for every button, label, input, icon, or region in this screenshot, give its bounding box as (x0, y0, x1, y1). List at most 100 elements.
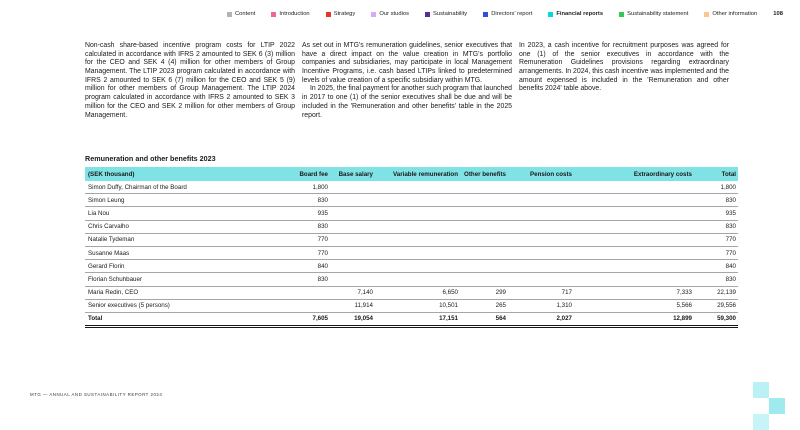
row-label: Natalie Tydeman (85, 233, 285, 247)
cell-total: 22,139 (694, 286, 738, 300)
cell-pension-costs (508, 206, 574, 221)
text-column-2: As set out in MTG's remuneration guideli… (302, 42, 512, 120)
paragraph: In 2025, the final payment for another s… (302, 85, 512, 119)
row-label: Simon Leung (85, 193, 285, 208)
top-nav: Content Introduction Strategy Our studio… (227, 9, 783, 19)
cell-board-fee (285, 299, 330, 313)
table-header-row: (SEK thousand) Board fee Base salary Var… (85, 167, 738, 181)
cell-board-fee: 830 (285, 193, 330, 208)
paragraph: As set out in MTG's remuneration guideli… (302, 42, 512, 84)
table-row: Simon Leung 830 830 (85, 193, 738, 208)
cell-total: 840 (694, 259, 738, 274)
cell-total: 770 (694, 233, 738, 247)
section-swatch-icon (704, 11, 710, 17)
cell-board-fee: 830 (285, 272, 330, 287)
cell-total: 830 (694, 220, 738, 234)
nav-item-content[interactable]: Content (227, 11, 255, 17)
row-label: Florian Schuhbauer (85, 272, 285, 287)
cell-board-fee: 770 (285, 246, 330, 261)
row-label: Simon Duffy, Chairman of the Board (85, 181, 285, 195)
remuneration-table-section: Remuneration and other benefits 2023 (SE… (85, 154, 738, 329)
cell-variable-remuneration (375, 181, 460, 195)
remuneration-table: (SEK thousand) Board fee Base salary Var… (85, 167, 738, 329)
cell-other-benefits: 265 (460, 299, 508, 313)
cell-base-salary (330, 259, 375, 274)
section-swatch-icon (371, 11, 377, 17)
nav-item-label: Sustainability (433, 11, 468, 17)
section-swatch-icon (325, 11, 331, 17)
section-swatch-icon (425, 11, 431, 17)
row-label: Lia Nou (85, 206, 285, 221)
cell-variable-remuneration (375, 246, 460, 261)
nav-item-label: Strategy (333, 11, 356, 17)
section-swatch-icon (227, 11, 232, 17)
cell-other-benefits (460, 233, 508, 247)
cell-pension-costs: 717 (508, 286, 574, 300)
table-row: Lia Nou 935 935 (85, 206, 738, 221)
cell-pension-costs (508, 259, 574, 274)
mtg-logo-square (753, 382, 769, 398)
cell-pension-costs: 2,027 (508, 311, 574, 329)
nav-item-label: Content (235, 11, 256, 17)
row-label: Chris Carvalho (85, 220, 285, 234)
cell-variable-remuneration: 10,501 (375, 299, 460, 313)
cell-extraordinary-costs (574, 193, 694, 208)
table-row: Gerard Florin 840 840 (85, 259, 738, 274)
report-footer-text: MTG — ANNUAL AND SUSTAINABILITY REPORT 2… (30, 392, 163, 397)
nav-item-directors-report[interactable]: Directors' report (483, 11, 532, 17)
cell-variable-remuneration (375, 259, 460, 274)
cell-base-salary: 7,140 (330, 286, 375, 300)
cell-total: 830 (694, 193, 738, 208)
nav-item-introduction[interactable]: Introduction (271, 11, 310, 17)
nav-item-strategy[interactable]: Strategy (325, 11, 356, 17)
table-title: Remuneration and other benefits 2023 (85, 154, 216, 163)
text-column-3: In 2023, a cash incentive for recruitmen… (519, 42, 729, 120)
row-label: Susanne Maas (85, 246, 285, 261)
cell-pension-costs: 1,310 (508, 299, 574, 313)
header-pension-costs: Pension costs (530, 170, 572, 178)
cell-board-fee: 770 (285, 233, 330, 247)
cell-extraordinary-costs (574, 272, 694, 287)
cell-variable-remuneration: 17,151 (375, 311, 460, 329)
header-other-benefits: Other benefits (464, 170, 506, 178)
cell-pension-costs (508, 181, 574, 195)
cell-extraordinary-costs (574, 233, 694, 247)
cell-extraordinary-costs: 5,566 (574, 299, 694, 313)
cell-other-benefits (460, 220, 508, 234)
cell-extraordinary-costs (574, 181, 694, 195)
cell-base-salary: 19,054 (330, 311, 375, 329)
text-column-1: Non-cash share-based incentive program c… (85, 42, 295, 120)
nav-item-sustainability[interactable]: Sustainability (425, 11, 467, 17)
header-extraordinary-costs: Extraordinary costs (633, 170, 692, 178)
cell-variable-remuneration (375, 233, 460, 247)
cell-variable-remuneration: 6,650 (375, 286, 460, 300)
cell-other-benefits (460, 246, 508, 261)
nav-item-our-studios[interactable]: Our studios (371, 11, 409, 17)
row-label: Senior executives (5 persons) (85, 299, 285, 313)
header-board-fee: Board fee (299, 170, 328, 178)
cell-total: 1,800 (694, 181, 738, 195)
nav-item-label: Our studios (379, 11, 409, 17)
header-base-salary: Base salary (338, 170, 373, 178)
section-swatch-icon (483, 11, 489, 17)
cell-total: 59,300 (694, 311, 738, 329)
nav-item-financial-reports[interactable]: Financial reports (548, 11, 603, 17)
nav-item-other-information[interactable]: Other information (704, 11, 757, 17)
row-label: Total (85, 311, 285, 329)
row-label: Gerard Florin (85, 259, 285, 274)
cell-extraordinary-costs (574, 259, 694, 274)
row-label: Maria Redin, CEO (85, 286, 285, 300)
nav-item-sustainability-statement[interactable]: Sustainability statement (619, 11, 688, 17)
cell-total: 770 (694, 246, 738, 261)
mtg-logo-square (753, 414, 769, 430)
nav-item-label: Other information (712, 11, 758, 17)
cell-other-benefits (460, 259, 508, 274)
cell-total: 29,556 (694, 299, 738, 313)
cell-base-salary (330, 181, 375, 195)
section-swatch-icon (619, 11, 625, 17)
table-row: Natalie Tydeman 770 770 (85, 233, 738, 247)
table-row: Maria Redin, CEO 7,140 6,650 299 717 7,3… (85, 286, 738, 300)
cell-pension-costs (508, 246, 574, 261)
nav-item-label: Sustainability statement (627, 11, 689, 17)
cell-base-salary (330, 272, 375, 287)
